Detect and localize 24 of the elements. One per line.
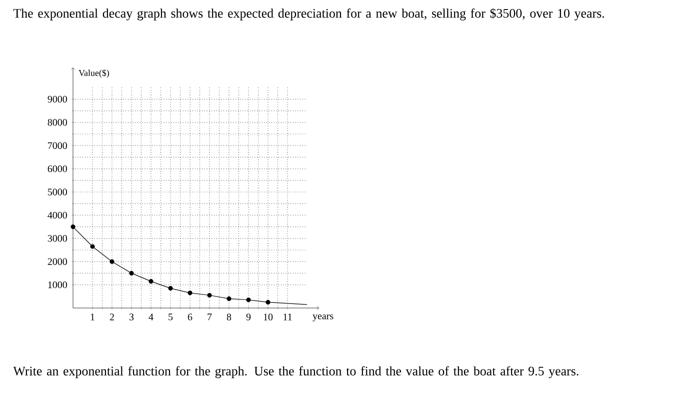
x-tick-label: 5	[168, 314, 173, 320]
y-tick-label: 9000	[48, 96, 67, 103]
y-tick-label: 2000	[48, 258, 67, 265]
x-tick-label: 9	[246, 314, 251, 320]
y-axis-title: Value($)	[78, 69, 110, 78]
text: Write an exponential function for the graph. Use the function to find the value of the boat after 9.5 years.	[13, 366, 578, 378]
x-tick-label: 7	[208, 314, 212, 320]
x-tick-label: 6	[188, 314, 192, 320]
x-tick-label: 8	[226, 314, 232, 320]
x-axis-title: years	[312, 314, 334, 322]
y-tick-label: 4000	[48, 212, 67, 219]
x-tick-label: 11	[284, 314, 292, 320]
x-tick-label: 3	[130, 314, 134, 320]
y-tick-label: 3000	[48, 235, 67, 242]
y-tick-label: 1000	[48, 281, 67, 288]
x-tick-label: 4	[148, 314, 154, 320]
y-tick-label: 7000	[48, 142, 67, 149]
y-tick-label: 8000	[48, 119, 67, 126]
x-tick-label: 1	[90, 314, 94, 320]
chart-title: The exponential decay graph shows the expected depreciation for a new boat, selling for $3500, over 10 years.	[13, 8, 604, 20]
x-tick-label: 10	[264, 314, 273, 320]
y-tick-label: 5000	[48, 188, 67, 196]
y-tick-label: 6000	[48, 165, 67, 172]
x-tick-label: 2	[110, 314, 114, 320]
